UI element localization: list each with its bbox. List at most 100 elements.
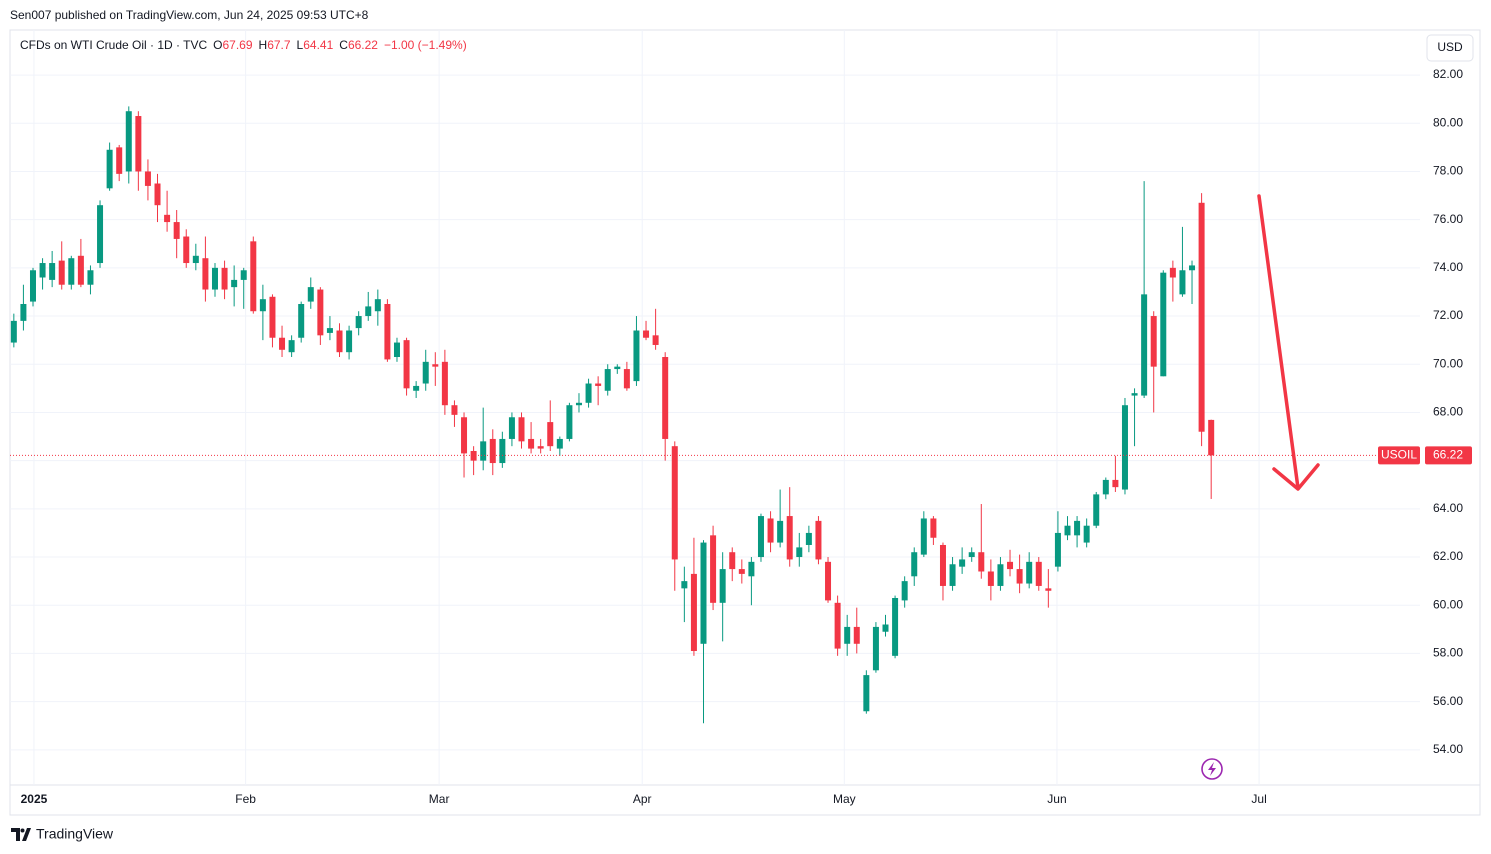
candle-body: [1169, 267, 1176, 278]
candle-body: [1064, 525, 1071, 536]
candle-body: [911, 552, 918, 577]
l-value: 64.41: [303, 38, 333, 52]
candle-body: [643, 330, 650, 338]
candle-body: [997, 564, 1004, 586]
candle-body: [930, 518, 937, 538]
candle-body: [298, 303, 305, 338]
candle-body: [1102, 479, 1109, 495]
y-tick-label: 58.00: [1433, 646, 1463, 660]
candle-body: [508, 417, 515, 439]
candle-body: [413, 385, 420, 391]
candle-body: [29, 270, 36, 302]
candle-body: [652, 335, 659, 345]
candle-body: [748, 561, 755, 577]
candle-body: [68, 258, 75, 285]
candle-body: [1160, 272, 1167, 377]
candle-body: [231, 279, 238, 288]
candle-body: [403, 340, 410, 389]
l-label: L: [297, 38, 304, 52]
logo-mark: [11, 828, 31, 841]
candle-body: [1141, 294, 1148, 396]
logo-dot: [20, 828, 25, 833]
candle-body: [441, 361, 448, 406]
candle-body: [116, 147, 123, 174]
candle-body: [336, 330, 343, 353]
x-tick-label: Jul: [1251, 792, 1266, 806]
candle-body: [480, 441, 487, 461]
candle-body: [49, 263, 56, 280]
candle-body: [939, 544, 946, 586]
candle-body: [39, 263, 46, 278]
candle-body: [556, 438, 563, 449]
candle-body: [106, 149, 113, 189]
h-value: 67.7: [267, 38, 291, 52]
event-icon[interactable]: [1201, 758, 1223, 780]
symbol: CFDs on WTI Crude Oil · 1D · TVC: [20, 38, 207, 52]
candle-body: [259, 299, 266, 312]
candle-body: [595, 383, 602, 386]
price-tag: [1425, 446, 1472, 465]
candle-body: [805, 532, 812, 545]
candle-body: [882, 624, 889, 632]
candle-body: [1150, 316, 1157, 367]
candle-body: [987, 571, 994, 586]
x-tick-label: 2025: [21, 792, 48, 806]
candle-body: [566, 405, 573, 439]
candle-body: [1189, 265, 1196, 271]
candle-body: [451, 405, 458, 415]
candle-body: [1179, 270, 1186, 295]
candle-body: [1112, 479, 1119, 488]
y-tick-label: 78.00: [1433, 164, 1463, 178]
x-tick-label: May: [833, 792, 856, 806]
candle-body: [211, 267, 218, 290]
candle-body: [1074, 520, 1081, 536]
c-label: C: [339, 38, 348, 52]
candle-body: [250, 241, 257, 312]
y-tick-label: 64.00: [1433, 501, 1463, 515]
candle-body: [719, 569, 726, 603]
legend: CFDs on WTI Crude Oil · 1D · TVC O67.69 H6…: [20, 38, 467, 52]
candle-body: [872, 626, 879, 671]
candle-body: [307, 287, 314, 302]
candle-body: [1208, 419, 1215, 456]
candle-body: [863, 675, 870, 712]
x-tick-label: Mar: [429, 792, 450, 806]
h-label: H: [259, 38, 268, 52]
y-tick-label: 54.00: [1433, 742, 1463, 756]
y-tick-label: 76.00: [1433, 212, 1463, 226]
currency-button[interactable]: [1426, 34, 1474, 62]
y-tick-label: 74.00: [1433, 260, 1463, 274]
candle-body: [346, 330, 353, 353]
arrow-annotation: [1257, 194, 1320, 491]
candle-body: [461, 417, 468, 454]
candle-body: [729, 552, 736, 570]
candle-body: [1093, 494, 1100, 526]
candle-body: [614, 366, 621, 370]
candle-body: [662, 357, 669, 439]
x-tick-label: Feb: [235, 792, 256, 806]
candle-body: [671, 446, 678, 560]
candle-body: [633, 330, 640, 382]
arrow-shaft: [1257, 194, 1300, 490]
o-label: O: [213, 38, 222, 52]
price-tag-label: 66.22: [1433, 448, 1463, 462]
candle-body: [700, 542, 707, 644]
candle-body: [135, 116, 142, 172]
candle-body: [144, 171, 151, 186]
candle-body: [1007, 561, 1014, 570]
candle-body: [279, 337, 286, 350]
candle-body: [681, 581, 688, 589]
o-value: 67.69: [222, 38, 252, 52]
candle-body: [97, 205, 104, 264]
candle-body: [710, 535, 717, 603]
candle-body: [815, 520, 822, 560]
y-tick-label: 70.00: [1433, 356, 1463, 370]
brand: TradingView: [36, 826, 114, 842]
candle-body: [604, 369, 611, 391]
candle-body: [844, 626, 851, 644]
y-tick-label: 82.00: [1433, 67, 1463, 81]
candle-body: [1054, 532, 1061, 567]
candle-body: [585, 383, 592, 403]
